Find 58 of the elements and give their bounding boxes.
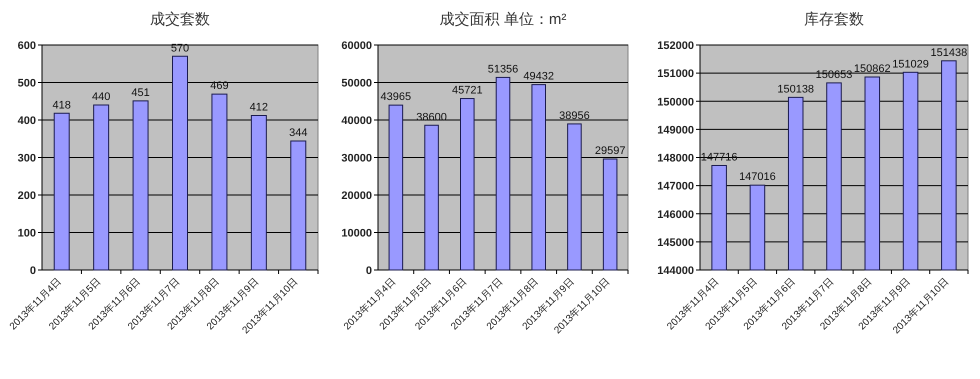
y-tick-label: 151000 xyxy=(657,68,694,80)
data-label: 51356 xyxy=(488,63,518,76)
y-tick-label: 147000 xyxy=(657,180,694,193)
data-label: 440 xyxy=(92,91,110,103)
data-label: 344 xyxy=(289,127,308,139)
y-tick-label: 500 xyxy=(18,78,36,90)
bar xyxy=(388,104,404,270)
y-tick-label: 148000 xyxy=(657,152,694,164)
data-label: 150862 xyxy=(854,63,891,76)
data-label: 151438 xyxy=(930,46,968,59)
data-label: 451 xyxy=(131,86,150,99)
bar xyxy=(93,104,110,270)
y-tick-label: 100 xyxy=(18,228,36,240)
data-label: 147016 xyxy=(739,171,776,184)
y-tick-label: 40000 xyxy=(341,115,372,127)
data-label: 38956 xyxy=(559,110,590,122)
data-label: 29597 xyxy=(594,145,626,158)
bar xyxy=(531,84,546,270)
bar xyxy=(567,123,582,270)
y-tick-label: 200 xyxy=(18,190,36,202)
chart-title: 成交面积 单位：m² xyxy=(440,11,566,28)
y-tick-label: 152000 xyxy=(657,40,694,52)
y-tick-label: 144000 xyxy=(657,265,694,277)
y-tick-label: 300 xyxy=(18,152,36,164)
bar xyxy=(211,94,228,270)
bar xyxy=(460,98,475,270)
y-tick-label: 145000 xyxy=(657,236,694,249)
data-label: 570 xyxy=(170,42,190,54)
chart-title: 库存套数 xyxy=(804,11,864,28)
data-label: 45721 xyxy=(452,84,483,97)
y-tick-label: 150000 xyxy=(657,96,694,108)
bar xyxy=(602,158,618,270)
data-label: 151029 xyxy=(892,58,929,70)
bar xyxy=(290,140,306,270)
bar xyxy=(424,124,439,270)
y-tick-label: 0 xyxy=(366,265,372,277)
y-tick-label: 400 xyxy=(18,115,36,127)
bar xyxy=(132,100,149,270)
data-label: 150138 xyxy=(777,83,814,96)
y-tick-label: 30000 xyxy=(341,152,372,164)
y-tick-label: 20000 xyxy=(341,190,372,202)
y-tick-label: 10000 xyxy=(341,228,372,240)
y-tick-label: 50000 xyxy=(341,78,372,90)
y-tick-label: 149000 xyxy=(657,124,694,136)
y-tick-label: 146000 xyxy=(657,208,694,221)
bar xyxy=(172,56,188,270)
data-label: 418 xyxy=(52,99,71,112)
data-label: 43965 xyxy=(380,91,412,104)
chart-title: 成交套数 xyxy=(150,11,210,28)
bar xyxy=(250,115,267,270)
y-tick-label: 600 xyxy=(18,40,36,52)
bar xyxy=(496,76,510,270)
bar xyxy=(54,112,70,270)
data-label: 469 xyxy=(210,80,229,92)
data-label: 49432 xyxy=(523,70,554,83)
data-label: 412 xyxy=(250,102,268,114)
y-tick-label: 0 xyxy=(30,265,36,277)
y-tick-label: 60000 xyxy=(341,40,372,52)
